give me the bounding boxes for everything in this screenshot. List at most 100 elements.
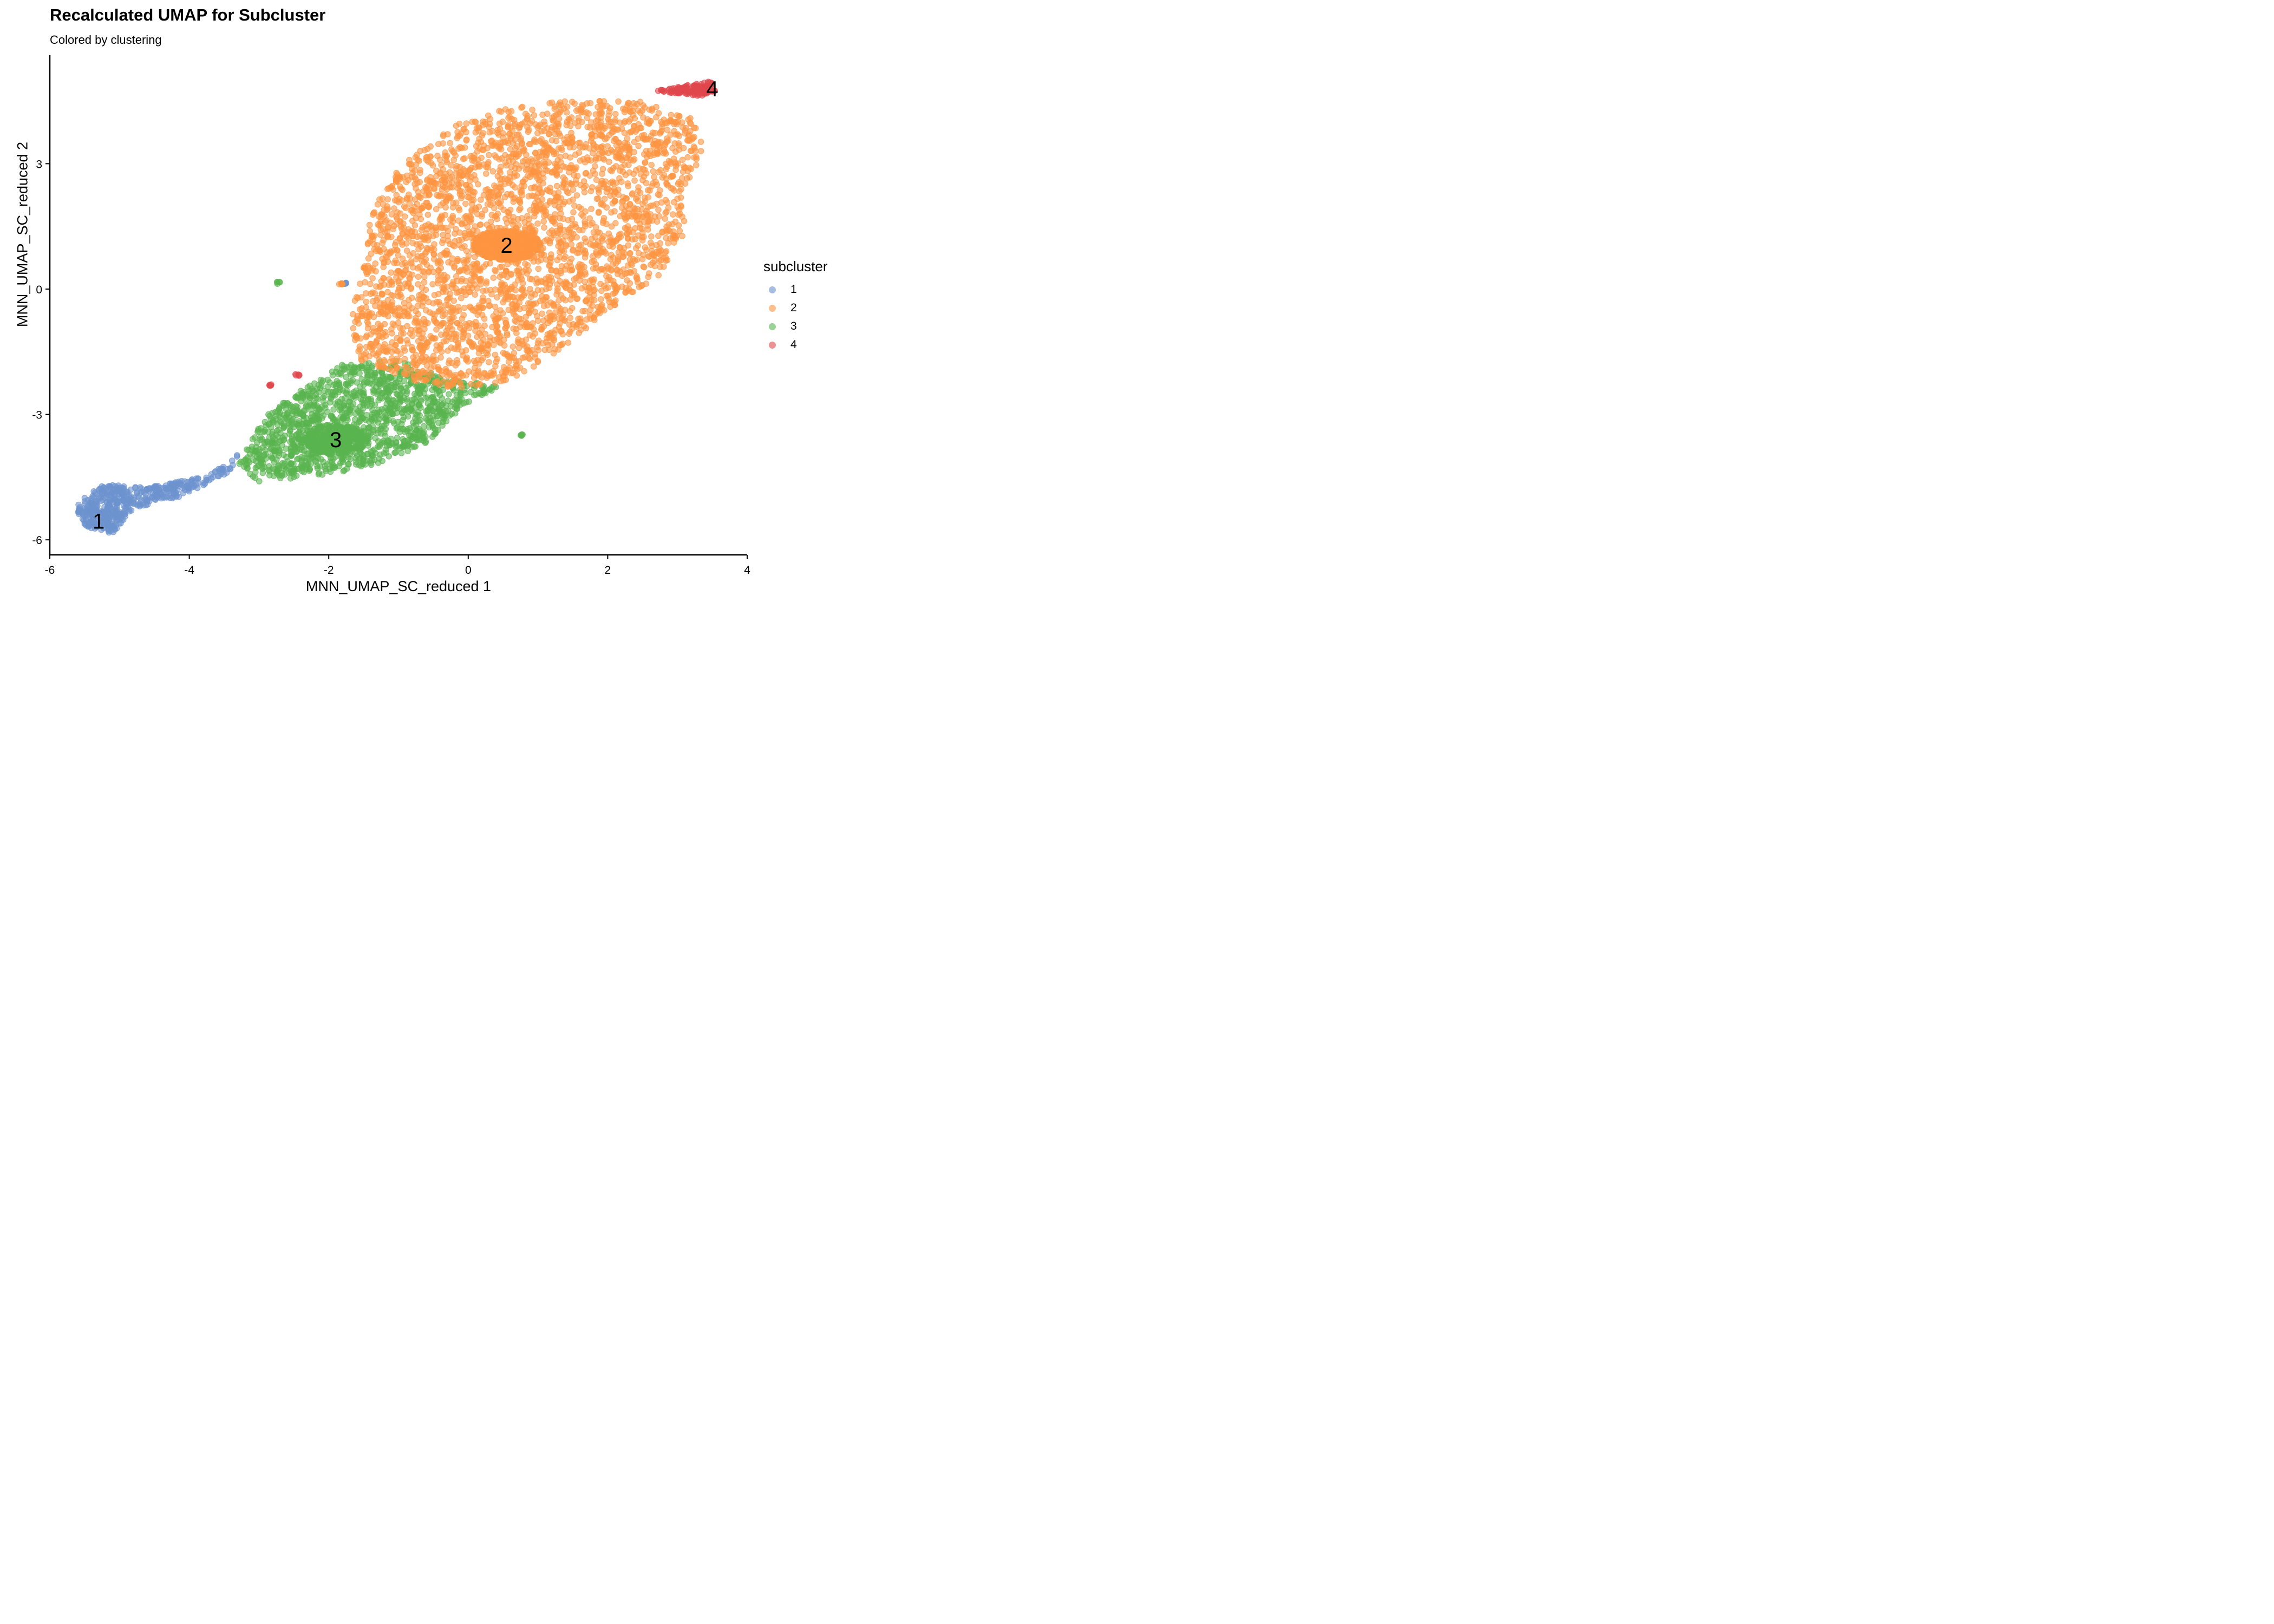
point-series-2 [529, 158, 536, 165]
point-series-3 [276, 406, 283, 412]
point-series-2 [637, 189, 644, 197]
point-series-2 [618, 164, 625, 171]
point-series-3 [295, 455, 302, 462]
point-series-2 [483, 278, 490, 285]
point-series-2 [567, 122, 574, 129]
point-series-2 [593, 154, 599, 161]
point-series-1 [168, 480, 175, 487]
point-series-2 [697, 139, 704, 145]
point-series-2 [526, 332, 533, 339]
point-series-2 [672, 160, 679, 167]
point-series-1 [132, 484, 139, 492]
point-series-2 [534, 220, 541, 227]
point-series-3 [383, 414, 390, 421]
point-series-2 [490, 274, 497, 281]
point-series-2 [404, 230, 410, 237]
point-series-3 [466, 398, 473, 405]
point-series-3 [397, 382, 404, 389]
point-series-2 [581, 189, 588, 195]
point-series-2 [422, 250, 429, 257]
point-series-2 [408, 161, 415, 168]
point-series-2 [566, 198, 573, 205]
point-series-2 [554, 281, 560, 288]
point-series-2 [493, 329, 500, 336]
point-series-2 [421, 279, 428, 286]
point-series-2 [564, 103, 571, 110]
point-series-3 [356, 370, 363, 377]
point-series-3 [369, 362, 376, 369]
point-series-2 [612, 285, 619, 292]
point-series-3 [393, 425, 400, 432]
point-series-2 [397, 312, 404, 319]
point-series-2 [597, 107, 604, 114]
point-series-2 [469, 320, 476, 328]
point-series-2 [668, 174, 674, 180]
point-series-3 [341, 365, 348, 372]
point-series-3 [338, 396, 345, 402]
point-series-1 [96, 486, 103, 493]
point-series-2 [530, 363, 537, 370]
point-series-3 [267, 453, 275, 460]
point-series-2 [592, 224, 599, 231]
point-series-1 [109, 499, 116, 506]
point-series-2 [588, 206, 594, 212]
point-series-2 [456, 120, 463, 127]
point-series-2 [492, 318, 499, 324]
point-series-3 [454, 397, 461, 404]
point-series-3 [259, 428, 266, 435]
point-series-2 [381, 348, 388, 355]
point-series-3 [399, 410, 406, 416]
point-series-2 [538, 136, 545, 143]
point-series-2 [568, 215, 576, 222]
point-series-3 [462, 390, 469, 397]
point-series-2 [571, 276, 578, 283]
point-series-2 [569, 99, 576, 105]
point-series-2 [582, 170, 589, 177]
point-series-2 [474, 148, 481, 155]
point-series-2 [538, 206, 545, 213]
point-series-3 [352, 435, 359, 442]
point-series-2 [587, 306, 594, 313]
point-series-2 [517, 205, 524, 212]
point-series-1 [174, 487, 181, 494]
point-series-3 [340, 456, 347, 462]
point-series-1 [203, 477, 210, 484]
point-series-2 [378, 211, 384, 218]
point-series-3 [334, 365, 341, 372]
point-series-2 [500, 206, 507, 213]
point-series-2 [581, 278, 588, 285]
point-series-2 [524, 115, 531, 121]
point-series-2 [492, 152, 498, 159]
point-series-2 [519, 103, 526, 110]
point-series-2 [671, 239, 677, 246]
point-series-2 [404, 340, 411, 347]
point-series-2 [441, 250, 448, 257]
point-series-2 [538, 257, 544, 264]
point-series-2 [455, 145, 462, 152]
point-series-2 [576, 249, 582, 256]
point-series-3 [396, 396, 402, 403]
point-series-2 [512, 184, 519, 191]
point-series-2 [497, 169, 504, 176]
point-series-2 [447, 140, 454, 147]
point-series-3 [309, 433, 316, 440]
point-series-3 [441, 412, 448, 419]
point-series-3 [420, 382, 427, 389]
point-series-2 [385, 313, 391, 319]
point-series-2 [399, 325, 406, 332]
point-series-2 [549, 114, 556, 121]
point-series-2 [609, 129, 615, 136]
point-series-2 [483, 171, 489, 177]
point-series-2 [631, 206, 638, 213]
point-series-2 [629, 213, 636, 220]
point-series-2 [573, 234, 580, 241]
point-series-2 [422, 222, 429, 229]
point-series-2 [556, 204, 562, 211]
point-series-2 [431, 312, 438, 319]
point-series-2 [679, 213, 685, 220]
point-series-2 [363, 298, 370, 305]
point-series-2 [527, 120, 533, 127]
point-series-2 [413, 315, 419, 322]
point-series-2 [516, 123, 523, 130]
point-series-2 [394, 364, 401, 371]
